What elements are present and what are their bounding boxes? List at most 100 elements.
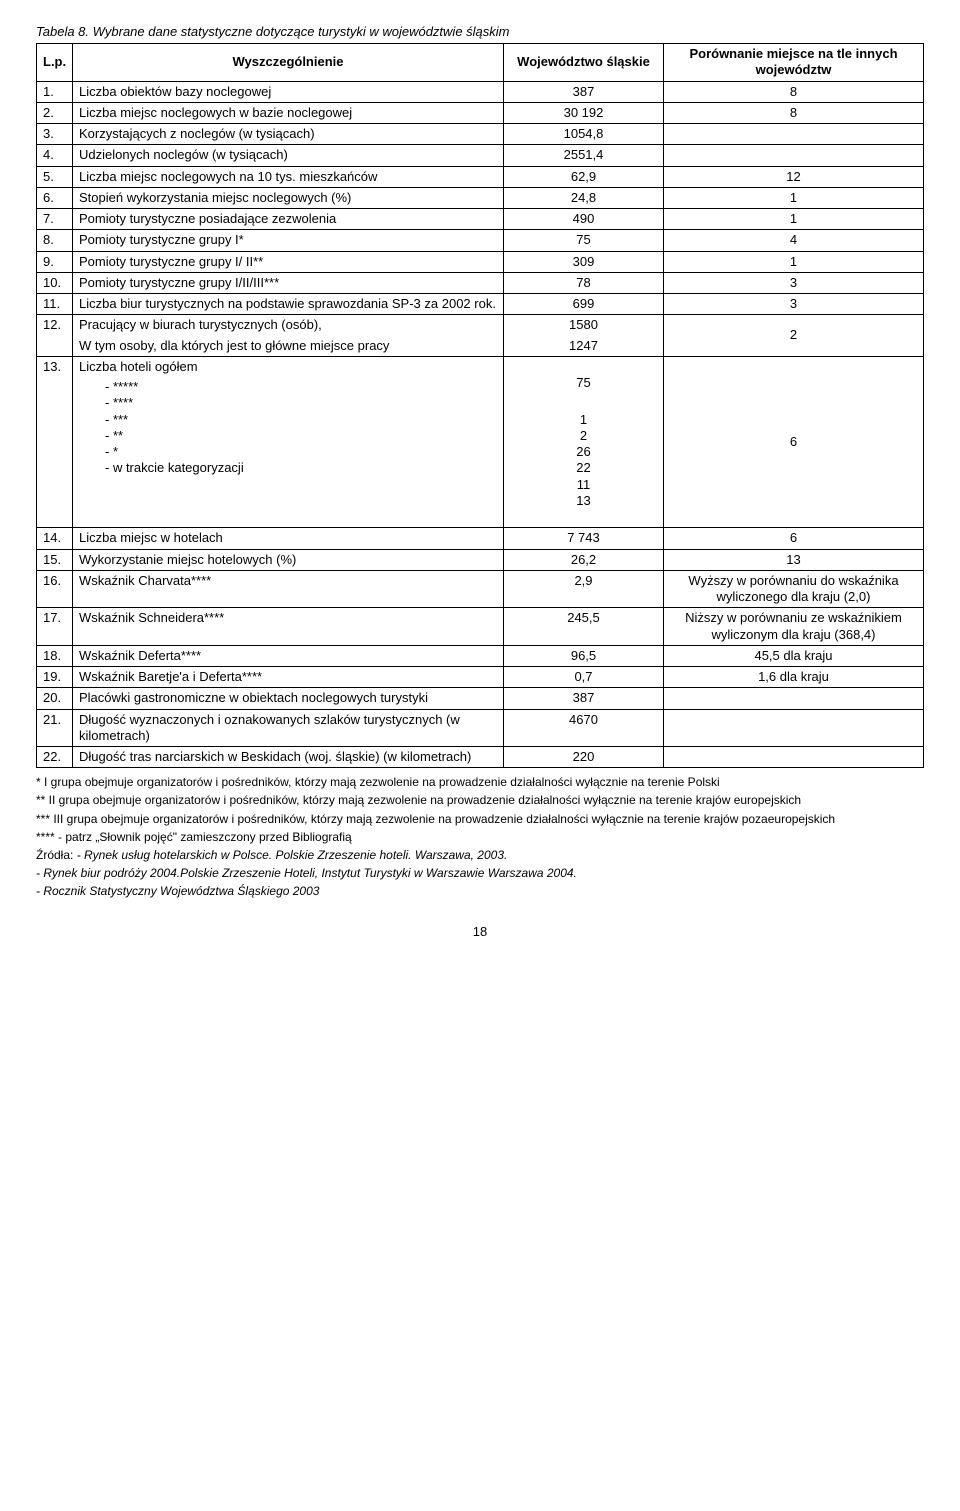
cell-desc-part2: W tym osoby, dla których jest to główne … <box>79 338 497 354</box>
cell-desc: Liczba biur turystycznych na podstawie s… <box>73 294 504 315</box>
table-row: 11.Liczba biur turystycznych na podstawi… <box>37 294 924 315</box>
cell-lp: 17. <box>37 608 73 646</box>
cell-val: 96,5 <box>504 645 664 666</box>
cell-val: 24,8 <box>504 187 664 208</box>
table-row: 8.Pomioty turystyczne grupy I*754 <box>37 230 924 251</box>
cell-lp: 14. <box>37 528 73 549</box>
cell-val: 30 192 <box>504 102 664 123</box>
source-line-1: Źródła: - Rynek usług hotelarskich w Pol… <box>36 847 924 863</box>
table-row-13: 13. Liczba hoteli ogółem - ***** - **** … <box>37 356 924 528</box>
footnote-2: ** II grupa obejmuje organizatorów i poś… <box>36 792 924 808</box>
source-line-2: - Rynek biur podróży 2004.Polskie Zrzesz… <box>36 865 924 881</box>
cell-val: 75 <box>504 230 664 251</box>
table-row: 18.Wskaźnik Deferta****96,545,5 dla kraj… <box>37 645 924 666</box>
table-row: 6.Stopień wykorzystania miejsc noclegowy… <box>37 187 924 208</box>
cell-lp: 13. <box>37 356 73 528</box>
table-row: 3.Korzystających z noclegów (w tysiącach… <box>37 124 924 145</box>
cell-val: 699 <box>504 294 664 315</box>
cell-desc-heading: Liczba hoteli ogółem <box>79 359 497 375</box>
cell-lp: 18. <box>37 645 73 666</box>
cell-desc: Liczba miejsc noclegowych w bazie nocleg… <box>73 102 504 123</box>
cell-lp: 4. <box>37 145 73 166</box>
cell-desc: Wskaźnik Schneidera**** <box>73 608 504 646</box>
cell-lp: 22. <box>37 747 73 768</box>
table-row: 16.Wskaźnik Charvata****2,9Wyższy w poró… <box>37 570 924 608</box>
cell-cmp <box>664 124 924 145</box>
cell-cmp: 1 <box>664 251 924 272</box>
cell-val-heading: 75 <box>510 375 657 391</box>
cell-cmp: 13 <box>664 549 924 570</box>
header-desc: Wyszczególnienie <box>73 44 504 82</box>
table-row: 4.Udzielonych noclegów (w tysiącach)2551… <box>37 145 924 166</box>
cell-val: 309 <box>504 251 664 272</box>
cell-cmp: 1,6 dla kraju <box>664 667 924 688</box>
cell-lp: 1. <box>37 81 73 102</box>
source-line-3: - Rocznik Statystyczny Województwa Śląsk… <box>36 883 924 899</box>
cell-cmp: 3 <box>664 272 924 293</box>
table-row: 10.Pomioty turystyczne grupy I/II/III***… <box>37 272 924 293</box>
cell-val: 0,7 <box>504 667 664 688</box>
page-number: 18 <box>36 924 924 939</box>
cell-desc: Wskaźnik Charvata**** <box>73 570 504 608</box>
cell-lp: 21. <box>37 709 73 747</box>
cell-lp: 10. <box>37 272 73 293</box>
cell-val: 26,2 <box>504 549 664 570</box>
cell-cmp: 12 <box>664 166 924 187</box>
cell-val: 245,5 <box>504 608 664 646</box>
table-row: 22.Długość tras narciarskich w Beskidach… <box>37 747 924 768</box>
cell-desc: Wykorzystanie miejsc hotelowych (%) <box>73 549 504 570</box>
table-row: 20.Placówki gastronomiczne w obiektach n… <box>37 688 924 709</box>
cell-lp: 5. <box>37 166 73 187</box>
header-val: Województwo śląskie <box>504 44 664 82</box>
table-row: 17.Wskaźnik Schneidera****245,5Niższy w … <box>37 608 924 646</box>
cell-desc-list: - ***** - **** - *** - ** - * - w trakci… <box>79 379 497 477</box>
cell-desc: Liczba hoteli ogółem - ***** - **** - **… <box>73 356 504 528</box>
cell-lp: 6. <box>37 187 73 208</box>
footnote-1: * I grupa obejmuje organizatorów i pośre… <box>36 774 924 790</box>
cell-val: 62,9 <box>504 166 664 187</box>
cell-cmp <box>664 709 924 747</box>
cell-desc: Pomioty turystyczne posiadające zezwolen… <box>73 209 504 230</box>
cell-lp: 15. <box>37 549 73 570</box>
cell-cmp: 8 <box>664 102 924 123</box>
cell-val: 387 <box>504 688 664 709</box>
cell-val: 75 1 2 26 22 11 13 <box>504 356 664 528</box>
cell-val: 490 <box>504 209 664 230</box>
cell-val: 2551,4 <box>504 145 664 166</box>
cell-cmp: 3 <box>664 294 924 315</box>
source-lead: Źródła: <box>36 848 77 862</box>
cell-desc: Udzielonych noclegów (w tysiącach) <box>73 145 504 166</box>
table-row-12: 12. Pracujący w biurach turystycznych (o… <box>37 315 924 357</box>
cell-cmp: Niższy w porównaniu ze wskaźnikiem wylic… <box>664 608 924 646</box>
cell-cmp: 1 <box>664 209 924 230</box>
table-header-row: L.p. Wyszczególnienie Województwo śląski… <box>37 44 924 82</box>
header-lp: L.p. <box>37 44 73 82</box>
cell-val-list: 1 2 26 22 11 13 <box>510 412 657 510</box>
cell-val: 387 <box>504 81 664 102</box>
cell-lp: 16. <box>37 570 73 608</box>
cell-lp: 12. <box>37 315 73 357</box>
cell-cmp: 45,5 dla kraju <box>664 645 924 666</box>
cell-desc: Korzystających z noclegów (w tysiącach) <box>73 124 504 145</box>
table-row: 5.Liczba miejsc noclegowych na 10 tys. m… <box>37 166 924 187</box>
cell-val: 7 743 <box>504 528 664 549</box>
cell-cmp: 6 <box>664 356 924 528</box>
cell-desc: Liczba miejsc w hotelach <box>73 528 504 549</box>
cell-lp: 19. <box>37 667 73 688</box>
table-row: 1.Liczba obiektów bazy noclegowej3878 <box>37 81 924 102</box>
cell-desc: Stopień wykorzystania miejsc noclegowych… <box>73 187 504 208</box>
cell-desc: Wskaźnik Baretje'a i Deferta**** <box>73 667 504 688</box>
cell-cmp <box>664 747 924 768</box>
header-cmp: Porównanie miejsce na tle innych wojewód… <box>664 44 924 82</box>
cell-desc-part1: Pracujący w biurach turystycznych (osób)… <box>79 317 497 333</box>
cell-desc: Placówki gastronomiczne w obiektach nocl… <box>73 688 504 709</box>
cell-cmp <box>664 145 924 166</box>
cell-cmp <box>664 688 924 709</box>
cell-lp: 8. <box>37 230 73 251</box>
cell-val: 220 <box>504 747 664 768</box>
cell-val: 4670 <box>504 709 664 747</box>
cell-val-part1: 1580 <box>510 317 657 333</box>
table-row: 15.Wykorzystanie miejsc hotelowych (%)26… <box>37 549 924 570</box>
cell-lp: 11. <box>37 294 73 315</box>
cell-cmp: 4 <box>664 230 924 251</box>
